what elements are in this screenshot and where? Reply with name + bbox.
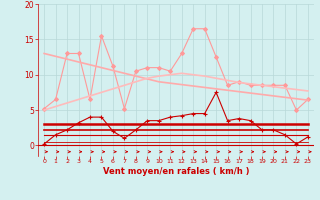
X-axis label: Vent moyen/en rafales ( km/h ): Vent moyen/en rafales ( km/h ) <box>103 167 249 176</box>
